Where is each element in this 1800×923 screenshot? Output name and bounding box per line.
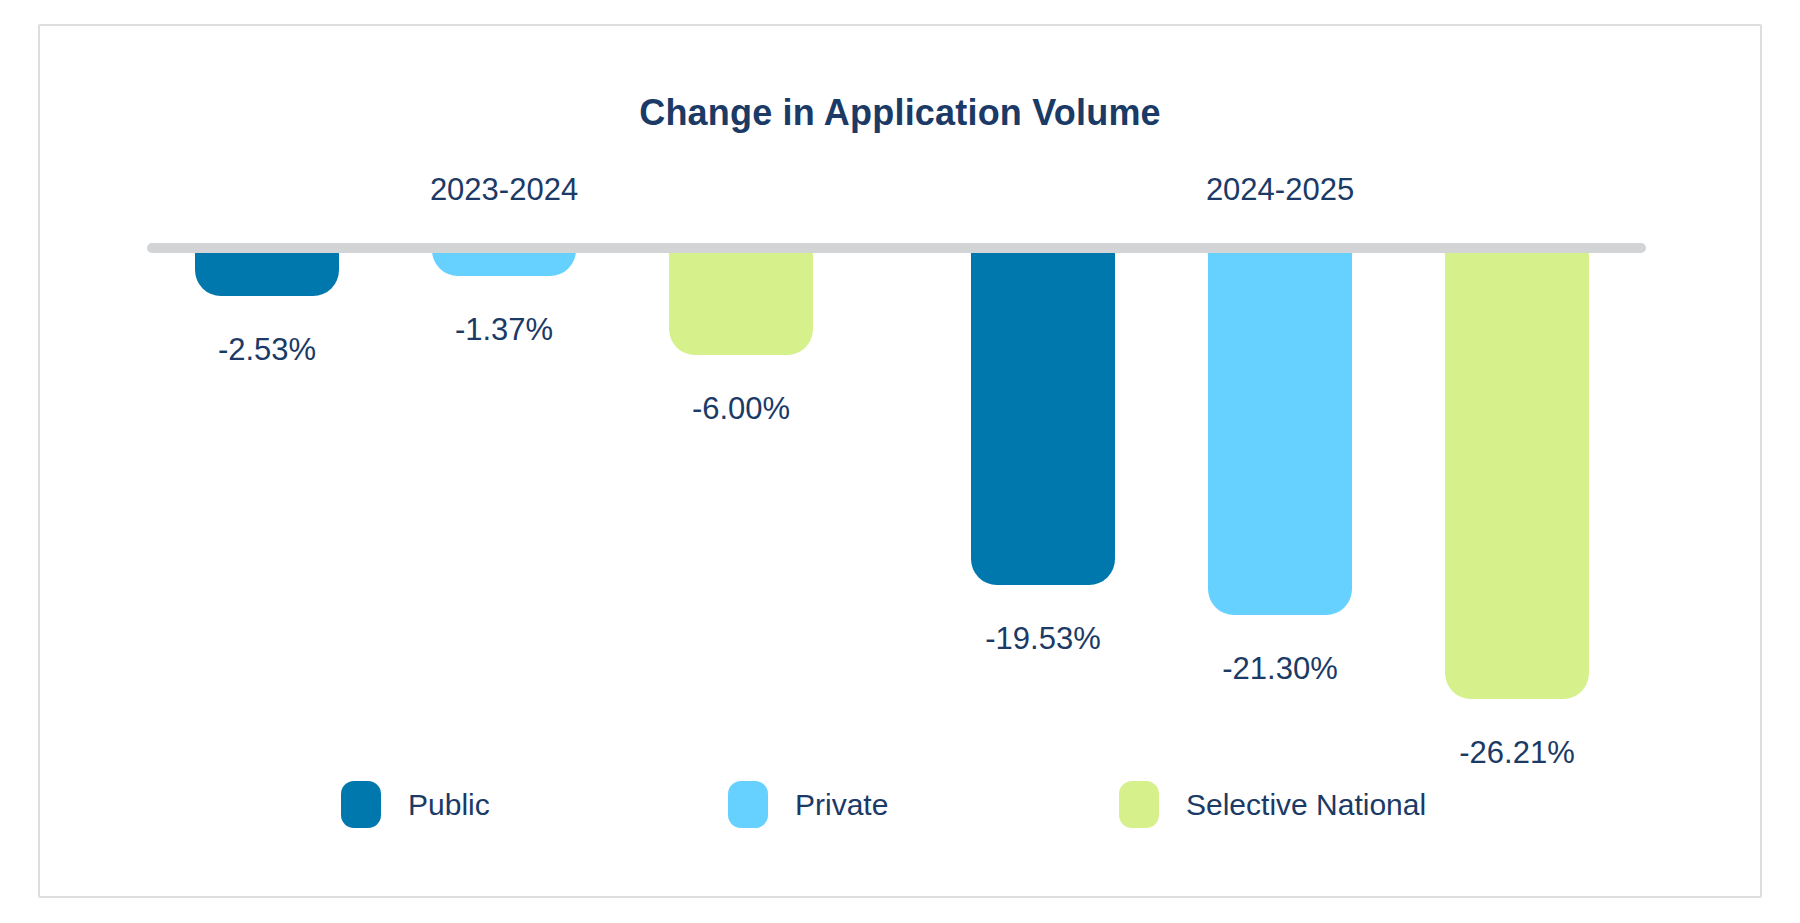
legend-item-public: Public [341, 781, 490, 828]
bar-value-label: -2.53% [218, 332, 316, 368]
group-label-2024-2025: 2024-2025 [1206, 172, 1354, 208]
bar-selective-national-2024-2025 [1445, 245, 1589, 699]
legend-item-private: Private [728, 781, 888, 828]
legend-label: Private [795, 788, 888, 822]
legend-item-selective-national: Selective National [1119, 781, 1426, 828]
group-label-2023-2024: 2023-2024 [430, 172, 578, 208]
bar-value-label: -6.00% [692, 391, 790, 427]
bar-value-label: -21.30% [1222, 651, 1337, 687]
legend-label: Public [408, 788, 490, 822]
chart-card: Change in Application Volume 2023-2024 2… [38, 24, 1762, 898]
bar-private-2024-2025 [1208, 245, 1352, 615]
bar-value-label: -1.37% [455, 312, 553, 348]
zero-axis-line [147, 243, 1646, 253]
legend-label: Selective National [1186, 788, 1426, 822]
legend-swatch-icon [341, 781, 381, 828]
bar-public-2024-2025 [971, 245, 1115, 585]
bar-value-label: -19.53% [985, 621, 1100, 657]
bar-selective-national-2023-2024 [669, 245, 813, 355]
bar-value-label: -26.21% [1459, 735, 1574, 771]
legend-swatch-icon [1119, 781, 1159, 828]
chart-title: Change in Application Volume [40, 92, 1760, 134]
legend-swatch-icon [728, 781, 768, 828]
